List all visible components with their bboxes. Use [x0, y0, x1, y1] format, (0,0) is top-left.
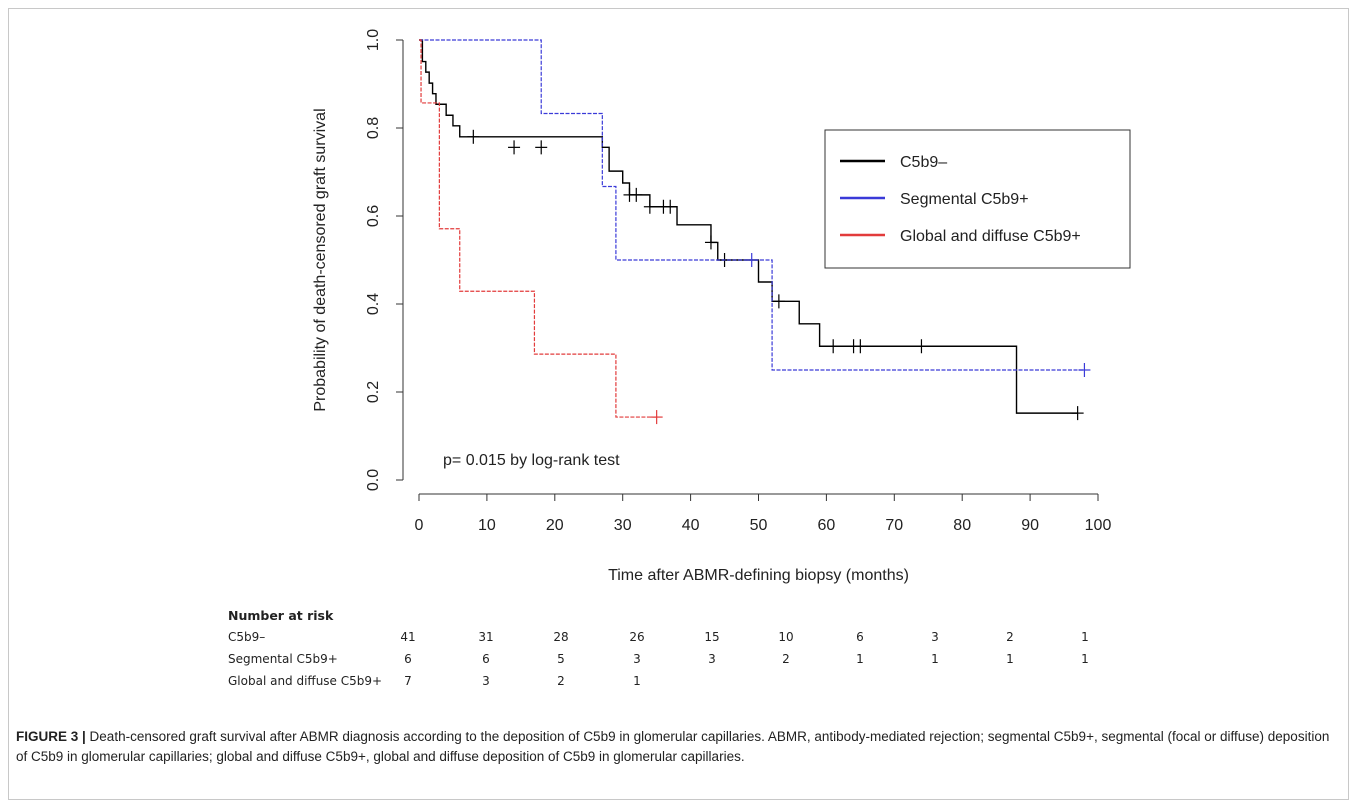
- legend-label: C5b9–: [900, 154, 947, 171]
- y-tick-label: 0.0: [365, 469, 382, 491]
- y-tick-label: 0.6: [365, 205, 382, 227]
- survival-curve-2: [419, 39, 1085, 371]
- x-tick-label: 60: [818, 517, 836, 534]
- x-axis-label: Time after ABMR-defining biopsy (months): [608, 567, 909, 584]
- x-tick-label: 20: [546, 517, 564, 534]
- y-axis-label: Probability of death-censored graft surv…: [312, 108, 329, 411]
- legend-label: Segmental C5b9+: [900, 191, 1029, 208]
- x-tick-label: 30: [614, 517, 632, 534]
- x-tick-label: 90: [1021, 517, 1039, 534]
- caption-text: Death-censored graft survival after ABMR…: [16, 729, 1330, 764]
- x-tick-label: 10: [478, 517, 496, 534]
- y-tick-label: 0.2: [365, 381, 382, 403]
- y-tick-label: 1.0: [365, 29, 382, 51]
- x-tick-label: 50: [750, 517, 768, 534]
- caption-label: FIGURE 3 |: [16, 729, 86, 744]
- x-tick-label: 70: [885, 517, 903, 534]
- x-tick-label: 40: [682, 517, 700, 534]
- p-value-annotation: p= 0.015 by log-rank test: [443, 452, 620, 469]
- y-tick-label: 0.4: [365, 293, 382, 315]
- y-tick-label: 0.8: [365, 117, 382, 139]
- survival-curve-3: [419, 39, 657, 418]
- legend-label: Global and diffuse C5b9+: [900, 228, 1081, 245]
- x-tick-label: 0: [415, 517, 424, 534]
- x-tick-label: 100: [1085, 517, 1112, 534]
- figure-caption: FIGURE 3 | Death-censored graft survival…: [16, 727, 1334, 767]
- x-tick-label: 80: [953, 517, 971, 534]
